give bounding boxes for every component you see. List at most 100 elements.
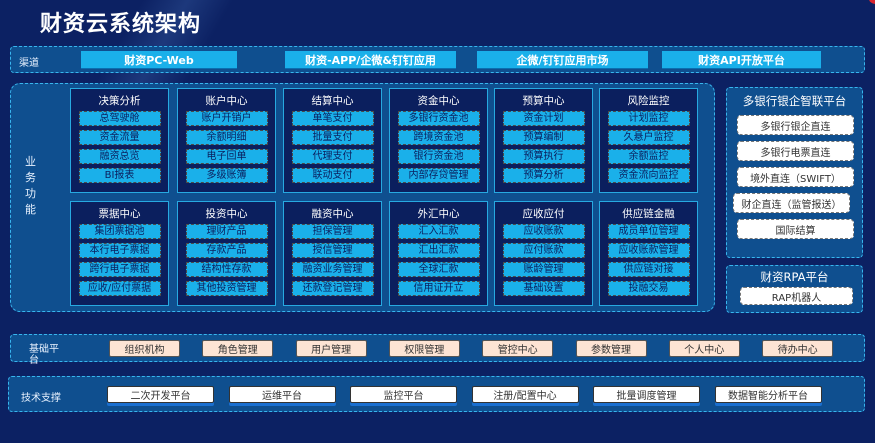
base-item[interactable]: 权限管理	[388, 340, 460, 357]
module-item[interactable]: 应收/应付票据	[78, 281, 161, 296]
module-item[interactable]: 银行资金池	[397, 149, 480, 164]
module-item[interactable]: 久悬户监控	[607, 130, 690, 145]
module-title: 融资中心	[311, 208, 354, 220]
tech-label: 技术支撑	[21, 393, 61, 404]
module-item[interactable]: 单笔支付	[291, 111, 374, 126]
tech-item[interactable]: 二次开发平台	[107, 386, 214, 403]
rpa-item[interactable]: RAP机器人	[740, 287, 853, 305]
module-item[interactable]: 授信管理	[291, 243, 374, 258]
base-item[interactable]: 管控中心	[482, 340, 554, 357]
bank-panel: 多银行银企智联平台 多银行银企直连 多银行电票直连 境外直连（SWIFT） 财企…	[726, 87, 863, 258]
module-item[interactable]: 还款登记管理	[291, 281, 374, 296]
module-item[interactable]: BI报表	[78, 168, 161, 183]
module-title: 投资中心	[205, 208, 248, 220]
base-item[interactable]: 参数管理	[575, 340, 647, 357]
module-item[interactable]: 融资总览	[78, 149, 161, 164]
module-title: 资金中心	[417, 95, 460, 107]
module-item[interactable]: 成员单位管理	[607, 224, 690, 239]
module-title: 票据中心	[98, 208, 141, 220]
business-label: 业务功能	[25, 155, 36, 216]
module-item[interactable]: 担保管理	[291, 224, 374, 239]
module-item[interactable]: 供应链对接	[607, 262, 690, 277]
module-3: 资金中心多银行资金池 跨境资金池银行资金池内部存贷管理	[389, 88, 488, 193]
module-0: 决策分析总驾驶舱资金流量融资总览 BI报表	[70, 88, 169, 193]
module-item[interactable]: 多银行资金池	[397, 111, 480, 126]
module-item[interactable]: 总驾驶舱	[78, 111, 161, 126]
module-item[interactable]: 预算编制	[502, 130, 585, 145]
bank-item[interactable]: 境外直连（SWIFT）	[737, 167, 854, 187]
module-title: 决策分析	[98, 95, 141, 107]
module-item[interactable]: 应收账款管理	[607, 243, 690, 258]
module-item[interactable]: 联动支付	[291, 168, 374, 183]
module-item[interactable]: 投融交易	[607, 281, 690, 296]
bank-item[interactable]: 多银行电票直连	[737, 141, 854, 161]
module-item[interactable]: 余额监控	[607, 149, 690, 164]
module-8: 融资中心担保管理授信管理融资业务管理 还款登记管理	[283, 201, 382, 306]
module-6: 票据中心集团票据池本行电子票据 跨行电子票据 应收/应付票据	[70, 201, 169, 306]
module-item[interactable]: 余额明细	[185, 130, 268, 145]
module-item[interactable]: 资金流量	[78, 130, 161, 145]
tech-item[interactable]: 运维平台	[228, 386, 336, 403]
rpa-panel: 财资RPA平台 RAP机器人	[726, 265, 863, 313]
base-item[interactable]: 待办中心	[762, 340, 834, 357]
channel-label: 渠道	[19, 58, 39, 69]
module-item[interactable]: 本行电子票据	[78, 243, 161, 258]
bank-item[interactable]: 多银行银企直连	[737, 115, 854, 135]
channel-app[interactable]: 财资-APP/企微&钉钉应用	[285, 51, 456, 68]
module-item[interactable]: 内部存贷管理	[397, 168, 480, 183]
module-item[interactable]: 预算分析	[502, 168, 585, 183]
module-item[interactable]: 基础设置	[502, 281, 585, 296]
channel-api[interactable]: 财资API开放平台	[662, 51, 821, 68]
module-item[interactable]: 代理支付	[291, 149, 374, 164]
base-item[interactable]: 用户管理	[295, 340, 367, 357]
base-item[interactable]: 角色管理	[202, 340, 274, 357]
tech-item[interactable]: 监控平台	[350, 386, 457, 403]
module-7: 投资中心理财产品存款产品结构性存款其他投资管理	[177, 201, 276, 306]
module-1: 账户中心 账户开销户 余额明细 电子回单 多级账簿	[177, 88, 276, 193]
channel-panel: 渠道 财资PC-Web 财资-APP/企微&钉钉应用 企微/钉钉应用市场 财资A…	[10, 46, 865, 73]
module-item[interactable]: 多级账簿	[185, 168, 268, 183]
module-item[interactable]: 结构性存款	[185, 262, 268, 277]
module-4: 预算中心资金计划预算编制预算执行预算分析	[494, 88, 593, 193]
module-item[interactable]: 应付账款	[502, 243, 585, 258]
tech-item[interactable]: 数据智能分析平台	[714, 386, 822, 403]
module-title: 预算中心	[522, 95, 565, 107]
bank-item[interactable]: 国际结算	[737, 219, 854, 239]
module-item[interactable]: 汇入汇款	[397, 224, 480, 239]
module-item[interactable]: 理财产品	[185, 224, 268, 239]
module-item[interactable]: 全球汇款	[397, 262, 480, 277]
module-item[interactable]: 应收账款	[502, 224, 585, 239]
module-item[interactable]: 批量支付	[291, 130, 374, 145]
module-title: 供应链金融	[622, 208, 675, 220]
module-title: 外汇中心	[417, 208, 460, 220]
brand-logo	[869, 0, 875, 4]
module-title: 结算中心	[311, 95, 354, 107]
bank-item[interactable]: 财企直连（监管报送）	[733, 193, 850, 213]
base-item[interactable]: 组织机构	[109, 340, 180, 357]
base-panel: 基础平台 组织机构 角色管理 用户管理 权限管理 管控中心 参数管理 个人中心 待办中心	[10, 334, 865, 366]
module-item[interactable]: 资金计划	[502, 111, 585, 126]
module-item[interactable]: 融资业务管理	[291, 262, 374, 277]
module-item[interactable]: 资金流向监控	[607, 168, 690, 183]
module-item[interactable]: 汇出汇款	[397, 243, 480, 258]
module-item[interactable]: 跨境资金池	[397, 130, 480, 145]
tech-item[interactable]: 注册/配置中心	[471, 386, 579, 403]
module-item[interactable]: 账户开销户	[185, 111, 268, 126]
module-item[interactable]: 计划监控	[607, 111, 690, 126]
module-item[interactable]: 跨行电子票据	[78, 262, 161, 277]
channel-pc-web[interactable]: 财资PC-Web	[81, 51, 237, 68]
base-item[interactable]: 个人中心	[668, 340, 740, 357]
module-item[interactable]: 存款产品	[185, 243, 268, 258]
module-item[interactable]: 信用证开立	[397, 281, 480, 296]
module-item[interactable]: 其他投资管理	[185, 281, 268, 296]
tech-item[interactable]: 批量调度管理	[593, 386, 700, 403]
module-title: 应收应付	[522, 208, 565, 220]
module-item[interactable]: 集团票据池	[78, 224, 161, 239]
module-item[interactable]: 电子回单	[185, 149, 268, 164]
channel-market[interactable]: 企微/钉钉应用市场	[477, 51, 648, 68]
module-item[interactable]: 预算执行	[502, 149, 585, 164]
module-9: 外汇中心汇入汇款汇出汇款全球汇款信用证开立	[389, 201, 488, 306]
module-title: 风险监控	[627, 95, 670, 107]
module-item[interactable]: 账龄管理	[502, 262, 585, 277]
base-label: 基础平台	[29, 344, 59, 366]
